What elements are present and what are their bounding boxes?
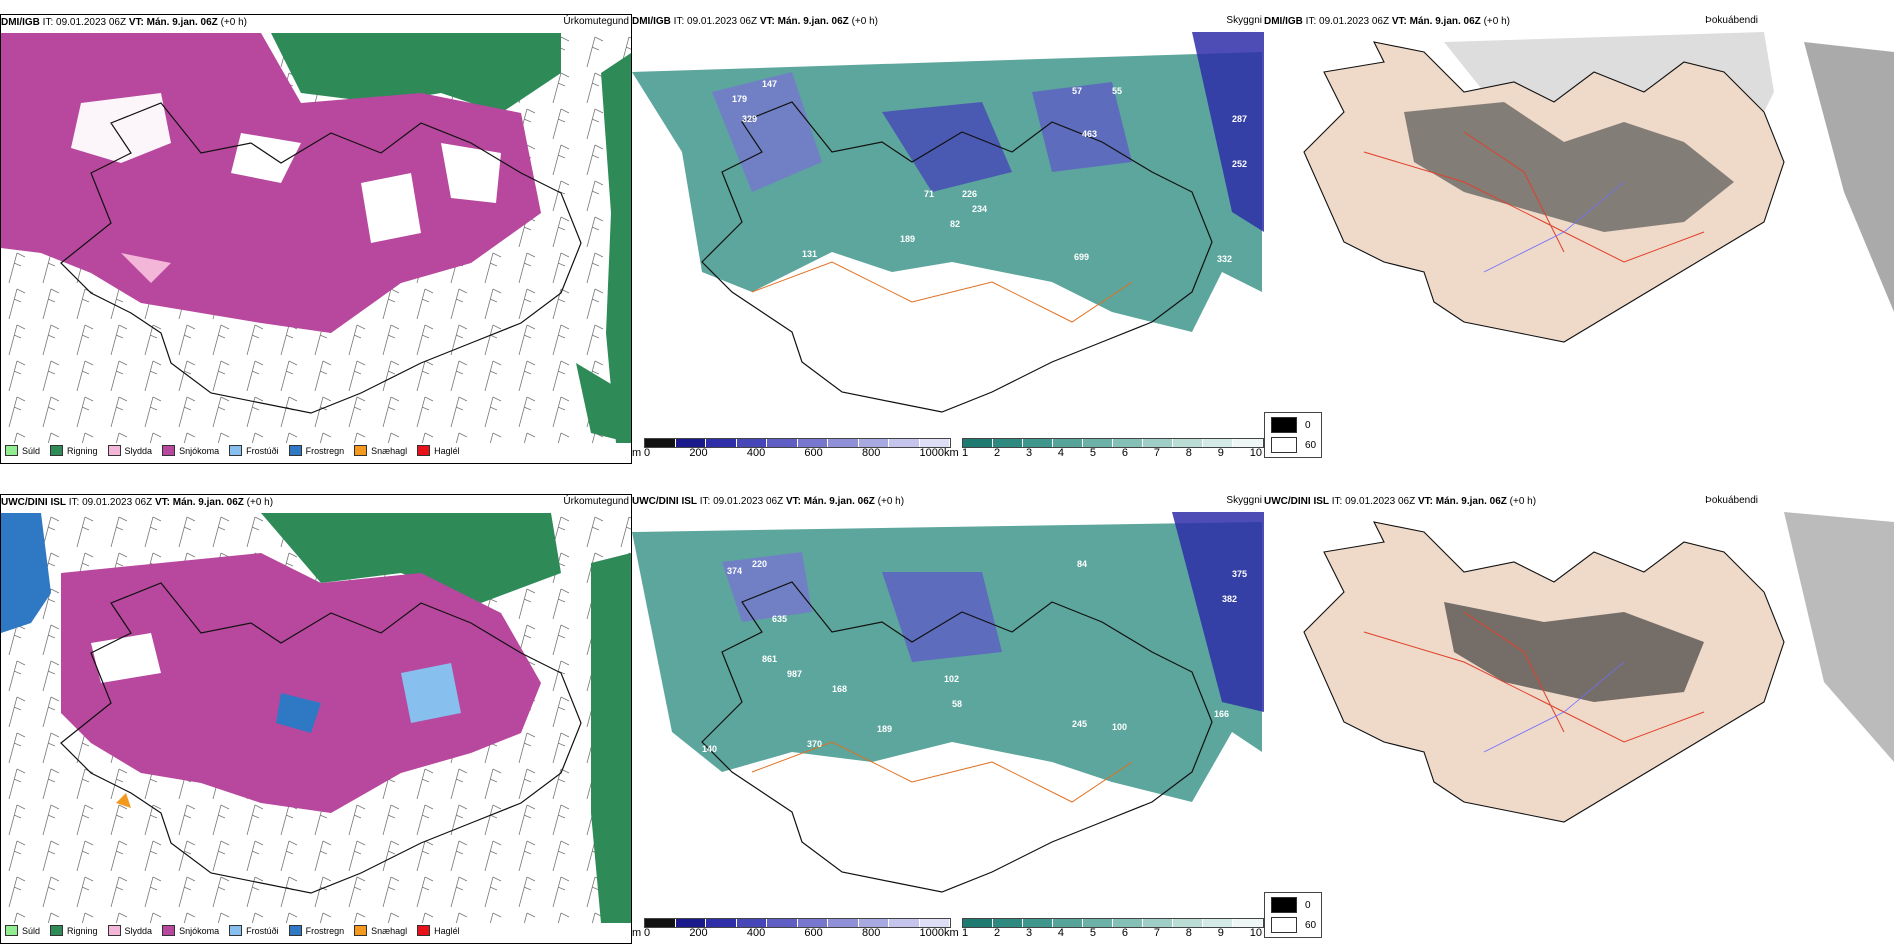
svg-text:252: 252 [1232, 159, 1247, 169]
svg-text:370: 370 [807, 739, 822, 749]
svg-text:102: 102 [944, 674, 959, 684]
svg-text:861: 861 [762, 654, 777, 664]
legend-item: Slydda [107, 445, 152, 456]
precip-map-svg [1, 33, 631, 443]
panel-title-precip: Úrkomutegund [563, 16, 629, 27]
legend-item: Frostregn [288, 445, 344, 456]
svg-text:287: 287 [1232, 114, 1247, 124]
visibility-map-svg-bottom: 374 220 635 861 987 168 102 58 189 84 37… [632, 512, 1264, 912]
svg-text:245: 245 [1072, 719, 1087, 729]
svg-text:329: 329 [742, 114, 757, 124]
precip-header-bottom: UWC/DINI ISL IT: 09.01.2023 06Z VT: Mán.… [1, 497, 274, 508]
model-name: DMI/IGB [1, 17, 40, 28]
svg-text:463: 463 [1082, 129, 1097, 139]
visibility-header-top: DMI/IGB IT: 09.01.2023 06Z VT: Mán. 9.ja… [632, 16, 878, 27]
svg-text:131: 131 [802, 249, 817, 259]
visibility-panel-bottom: UWC/DINI ISL IT: 09.01.2023 06Z VT: Mán.… [632, 495, 1264, 940]
svg-text:100: 100 [1112, 722, 1127, 732]
fog-panel-bottom: UWC/DINI ISL IT: 09.01.2023 06Z VT: Mán.… [1264, 494, 1900, 944]
svg-text:140: 140 [702, 744, 717, 754]
precip-legend-top: Súld Rigning Slydda Snjókoma Frostúði Fr… [5, 445, 460, 456]
precip-map-svg-bottom [1, 513, 631, 923]
panel-title-visibility: Skyggni [1226, 15, 1262, 26]
visibility-map-svg: 179 329 147 131 82 71 189 463 57 55 287 … [632, 32, 1264, 432]
svg-text:699: 699 [1074, 252, 1089, 262]
svg-text:223: 223 [797, 804, 812, 814]
svg-text:234: 234 [972, 204, 987, 214]
precip-panel-bottom: UWC/DINI ISL IT: 09.01.2023 06Z VT: Mán.… [0, 494, 632, 944]
svg-text:58: 58 [952, 699, 962, 709]
fog-map-svg-bottom [1264, 512, 1900, 922]
svg-text:81: 81 [932, 834, 942, 844]
svg-text:147: 147 [762, 79, 777, 89]
svg-text:168: 168 [832, 684, 847, 694]
legend-item: Haglél [417, 445, 460, 456]
svg-text:84: 84 [1077, 559, 1087, 569]
legend-item: Súld [5, 445, 40, 456]
svg-text:375: 375 [1232, 569, 1247, 579]
legend-item: Frostúði [229, 445, 279, 456]
panel-title-fog: Þokuábendi [1705, 15, 1758, 26]
legend-item: Snjókoma [162, 445, 219, 456]
visibility-panel-top: DMI/IGB IT: 09.01.2023 06Z VT: Mán. 9.ja… [632, 14, 1264, 464]
svg-text:189: 189 [877, 724, 892, 734]
svg-text:382: 382 [1222, 594, 1237, 604]
fog-map-svg [1264, 32, 1900, 442]
precip-header-top: DMI/IGB IT: 09.01.2023 06Z VT: Mán. 9.ja… [1, 17, 247, 28]
svg-text:305: 305 [910, 304, 925, 314]
svg-text:55: 55 [1112, 86, 1122, 96]
precip-map-top [1, 33, 631, 443]
fog-legend-bottom: 0 60 [1264, 892, 1322, 938]
svg-text:189: 189 [900, 234, 915, 244]
svg-text:226: 226 [962, 189, 977, 199]
lead-time: (+0 h) [220, 17, 247, 28]
valid-time: Mán. 9.jan. 06Z [146, 17, 218, 28]
svg-text:131: 131 [772, 354, 787, 364]
svg-text:82: 82 [950, 219, 960, 229]
svg-text:179: 179 [732, 94, 747, 104]
svg-text:166: 166 [1214, 709, 1229, 719]
ceiling-scale-bottom: m 0 200 400 600 800 1000 km 1 2 3 4 5 6 7 8 9 10 [632, 918, 1264, 940]
svg-text:635: 635 [772, 614, 787, 624]
init-time: 09.01.2023 06Z [56, 17, 127, 28]
svg-text:101: 101 [922, 279, 937, 289]
svg-text:71: 71 [924, 189, 934, 199]
svg-text:987: 987 [787, 669, 802, 679]
fog-legend-top: 0 60 [1264, 412, 1322, 458]
svg-text:332: 332 [1217, 254, 1232, 264]
fog-panel-top: DMI/IGB IT: 09.01.2023 06Z VT: Mán. 9.ja… [1264, 14, 1900, 464]
svg-text:220: 220 [752, 559, 767, 569]
legend-item: Snæhagl [354, 445, 407, 456]
legend-item: Rigning [50, 445, 98, 456]
precip-legend-bottom: Súld Rigning Slydda Snjókoma Frostúði Fr… [5, 925, 460, 936]
svg-text:57: 57 [1072, 86, 1082, 96]
precip-panel-top: DMI/IGB IT: 09.01.2023 06Z VT: Mán. 9.ja… [0, 14, 632, 464]
fog-header-top: DMI/IGB IT: 09.01.2023 06Z VT: Mán. 9.ja… [1264, 16, 1510, 27]
svg-text:374: 374 [727, 566, 742, 576]
ceiling-scale-top: m 0 200 400 600 800 1000 km 1 2 3 4 5 6 7 8 9 10 [632, 438, 1264, 460]
